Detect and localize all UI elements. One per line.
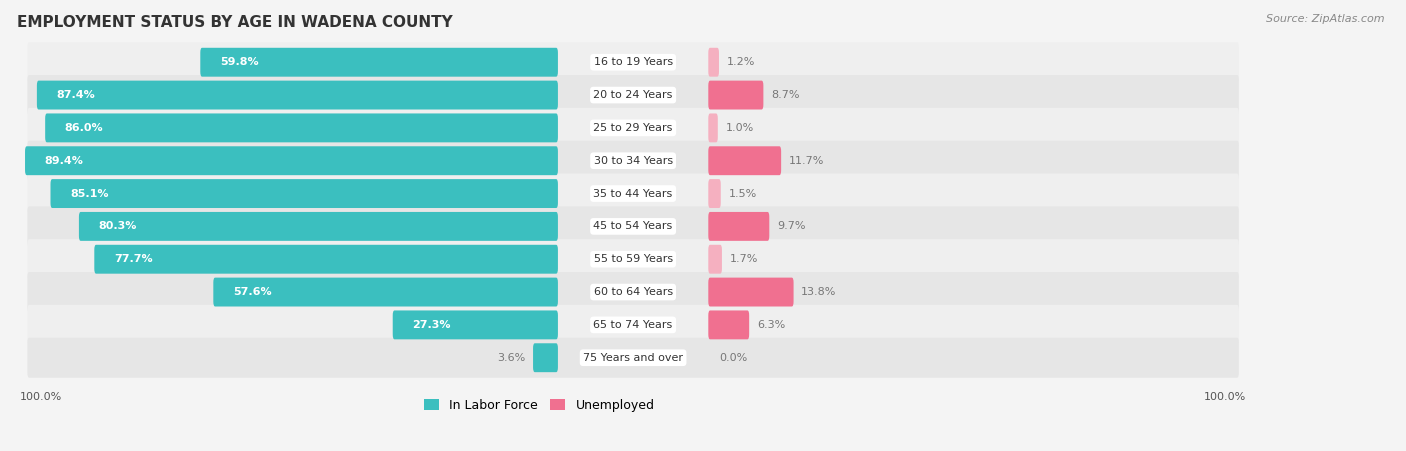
FancyBboxPatch shape bbox=[709, 146, 782, 175]
Text: 77.7%: 77.7% bbox=[114, 254, 152, 264]
Text: 25 to 29 Years: 25 to 29 Years bbox=[593, 123, 673, 133]
Text: 11.7%: 11.7% bbox=[789, 156, 824, 166]
Text: 6.3%: 6.3% bbox=[756, 320, 785, 330]
Text: 1.0%: 1.0% bbox=[725, 123, 754, 133]
Text: 35 to 44 Years: 35 to 44 Years bbox=[593, 189, 672, 198]
FancyBboxPatch shape bbox=[27, 207, 1239, 246]
Text: 89.4%: 89.4% bbox=[45, 156, 83, 166]
FancyBboxPatch shape bbox=[214, 278, 558, 307]
FancyBboxPatch shape bbox=[79, 212, 558, 241]
Text: 1.5%: 1.5% bbox=[728, 189, 756, 198]
Text: 86.0%: 86.0% bbox=[65, 123, 103, 133]
FancyBboxPatch shape bbox=[51, 179, 558, 208]
Text: 0.0%: 0.0% bbox=[720, 353, 748, 363]
FancyBboxPatch shape bbox=[709, 278, 793, 307]
FancyBboxPatch shape bbox=[27, 75, 1239, 115]
FancyBboxPatch shape bbox=[27, 174, 1239, 214]
Text: EMPLOYMENT STATUS BY AGE IN WADENA COUNTY: EMPLOYMENT STATUS BY AGE IN WADENA COUNT… bbox=[17, 15, 453, 30]
Text: 16 to 19 Years: 16 to 19 Years bbox=[593, 57, 672, 67]
Text: 55 to 59 Years: 55 to 59 Years bbox=[593, 254, 672, 264]
Legend: In Labor Force, Unemployed: In Labor Force, Unemployed bbox=[419, 394, 659, 417]
FancyBboxPatch shape bbox=[27, 305, 1239, 345]
Text: 1.2%: 1.2% bbox=[727, 57, 755, 67]
Text: 45 to 54 Years: 45 to 54 Years bbox=[593, 221, 672, 231]
Text: Source: ZipAtlas.com: Source: ZipAtlas.com bbox=[1267, 14, 1385, 23]
FancyBboxPatch shape bbox=[37, 81, 558, 110]
FancyBboxPatch shape bbox=[709, 114, 718, 143]
Text: 30 to 34 Years: 30 to 34 Years bbox=[593, 156, 672, 166]
Text: 8.7%: 8.7% bbox=[770, 90, 800, 100]
FancyBboxPatch shape bbox=[27, 239, 1239, 279]
FancyBboxPatch shape bbox=[27, 272, 1239, 312]
Text: 59.8%: 59.8% bbox=[219, 57, 259, 67]
Text: 60 to 64 Years: 60 to 64 Years bbox=[593, 287, 672, 297]
FancyBboxPatch shape bbox=[27, 338, 1239, 378]
Text: 57.6%: 57.6% bbox=[233, 287, 271, 297]
FancyBboxPatch shape bbox=[709, 245, 721, 274]
FancyBboxPatch shape bbox=[709, 179, 721, 208]
FancyBboxPatch shape bbox=[27, 141, 1239, 181]
Text: 87.4%: 87.4% bbox=[56, 90, 96, 100]
FancyBboxPatch shape bbox=[200, 48, 558, 77]
Text: 65 to 74 Years: 65 to 74 Years bbox=[593, 320, 672, 330]
FancyBboxPatch shape bbox=[94, 245, 558, 274]
FancyBboxPatch shape bbox=[27, 42, 1239, 82]
Text: 27.3%: 27.3% bbox=[412, 320, 451, 330]
FancyBboxPatch shape bbox=[27, 108, 1239, 148]
Text: 20 to 24 Years: 20 to 24 Years bbox=[593, 90, 673, 100]
FancyBboxPatch shape bbox=[709, 81, 763, 110]
FancyBboxPatch shape bbox=[709, 212, 769, 241]
Text: 13.8%: 13.8% bbox=[801, 287, 837, 297]
FancyBboxPatch shape bbox=[25, 146, 558, 175]
FancyBboxPatch shape bbox=[45, 114, 558, 143]
Text: 75 Years and over: 75 Years and over bbox=[583, 353, 683, 363]
Text: 3.6%: 3.6% bbox=[498, 353, 526, 363]
Text: 1.7%: 1.7% bbox=[730, 254, 758, 264]
FancyBboxPatch shape bbox=[533, 343, 558, 372]
FancyBboxPatch shape bbox=[392, 310, 558, 339]
FancyBboxPatch shape bbox=[709, 48, 718, 77]
Text: 85.1%: 85.1% bbox=[70, 189, 108, 198]
FancyBboxPatch shape bbox=[709, 310, 749, 339]
Text: 80.3%: 80.3% bbox=[98, 221, 136, 231]
Text: 9.7%: 9.7% bbox=[778, 221, 806, 231]
